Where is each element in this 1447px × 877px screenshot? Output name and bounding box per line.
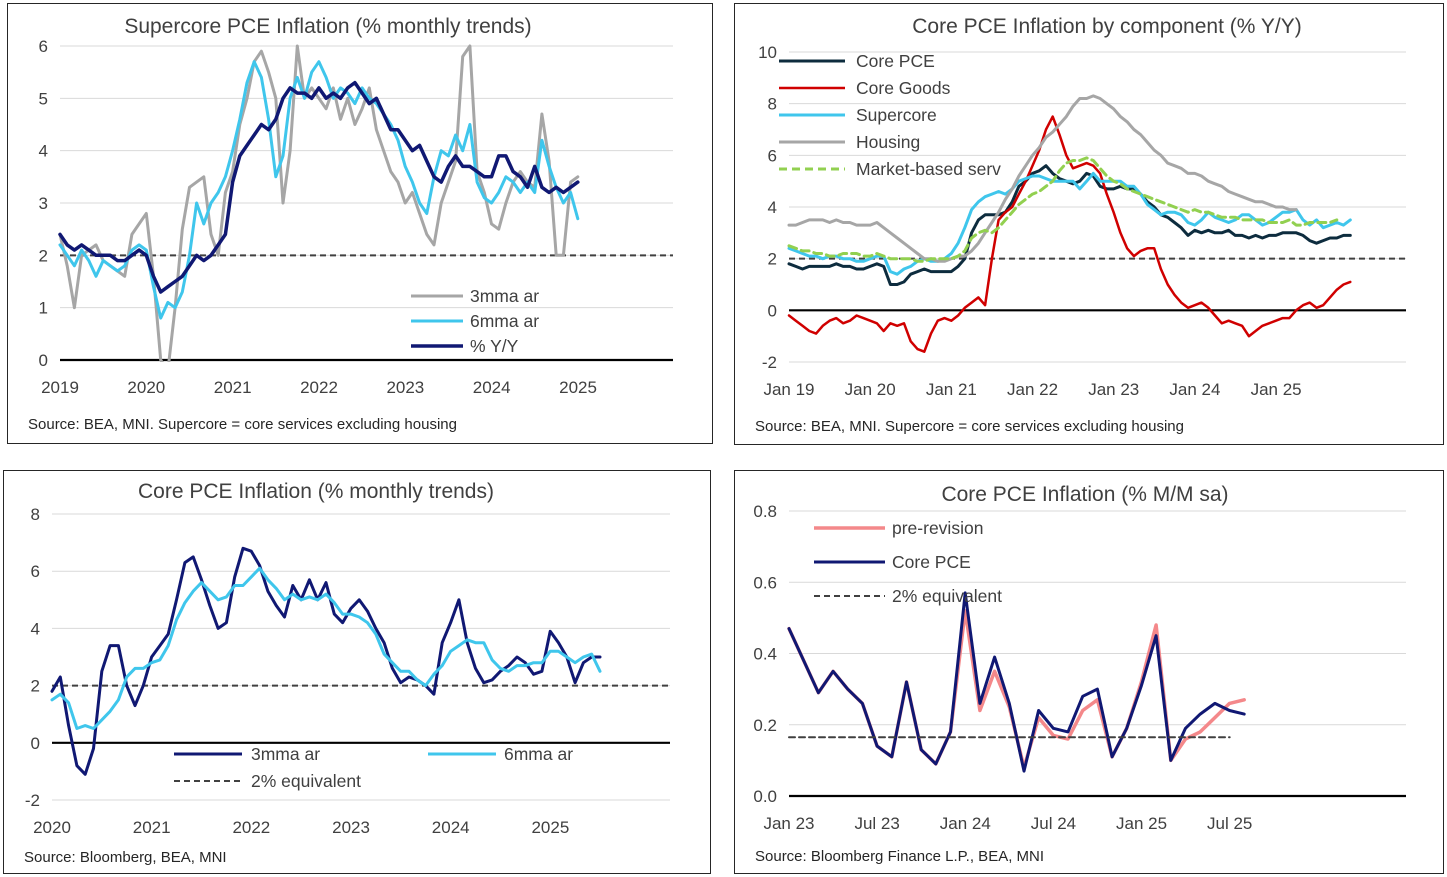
- legend-label-supercore: Supercore: [856, 105, 937, 125]
- series-line-y-y: [58, 80, 580, 294]
- series-line-market-based-serv: [787, 156, 1339, 263]
- chart-title: Core PCE Inflation (% monthly trends): [138, 480, 494, 503]
- legend-label-2pct: 2% equivalent: [892, 586, 1002, 606]
- x-tick-label: 2025: [559, 378, 597, 397]
- mm-chart-panel: Core PCE Inflation (% M/M sa) 0.0 0.2 0.4 0…: [734, 470, 1444, 874]
- legend-label-yy: % Y/Y: [470, 336, 519, 356]
- y-tick-label: 0: [39, 351, 48, 370]
- y-tick-label: 0.4: [753, 645, 777, 664]
- x-tick-label: Jan 20: [845, 380, 896, 399]
- chart-title: Core PCE Inflation by component (% Y/Y): [912, 15, 1301, 38]
- x-tick-label: 2020: [33, 818, 71, 837]
- y-tick-label: 3: [39, 194, 48, 213]
- components-chart-panel: Core PCE Inflation by component (% Y/Y) …: [734, 3, 1444, 445]
- legend-label-core-pce: Core PCE: [892, 552, 971, 572]
- series-line-3mma-ar: [58, 44, 580, 362]
- x-tick-label: 2019: [41, 378, 79, 397]
- series-line-6mma-ar: [58, 60, 580, 320]
- x-tick-label: 2021: [214, 378, 252, 397]
- y-tick-label: 4: [31, 619, 40, 638]
- x-tick-label: Jan 25: [1116, 814, 1167, 833]
- legend-label-market-based: Market-based serv: [856, 159, 1001, 179]
- x-tick-label: Jan 25: [1251, 380, 1302, 399]
- y-tick-label: 0: [31, 734, 40, 753]
- y-tick-label: 4: [768, 198, 777, 217]
- series-line-core-pce: [787, 591, 1246, 773]
- series-line-3mma-ar: [50, 546, 602, 776]
- y-tick-label: 1: [39, 299, 48, 318]
- y-tick-label: 2: [31, 677, 40, 696]
- y-tick-label: 0: [768, 301, 777, 320]
- series-line-housing: [787, 94, 1298, 263]
- y-tick-label: 2: [768, 250, 777, 269]
- y-tick-label: 0.0: [753, 787, 777, 806]
- x-tick-label: 2024: [432, 818, 470, 837]
- legend-label-3mma: 3mma ar: [470, 286, 539, 306]
- y-tick-label: 6: [768, 146, 777, 165]
- x-tick-label: 2021: [133, 818, 171, 837]
- x-tick-label: Jul 23: [854, 814, 899, 833]
- monthly-trends-chart: Core PCE Inflation (% monthly trends) -2…: [24, 480, 670, 866]
- y-tick-label: -2: [25, 791, 40, 810]
- x-tick-label: 2023: [332, 818, 370, 837]
- source-note: Source: BEA, MNI. Supercore = core servi…: [28, 416, 457, 433]
- x-tick-label: Jan 23: [763, 814, 814, 833]
- x-tick-label: 2025: [531, 818, 569, 837]
- chart-title: Supercore PCE Inflation (% monthly trend…: [124, 15, 531, 38]
- source-note: Source: Bloomberg Finance L.P., BEA, MNI: [755, 848, 1044, 865]
- y-tick-label: 4: [39, 142, 48, 161]
- series-line-6mma-ar: [50, 566, 602, 730]
- x-tick-label: 2024: [473, 378, 511, 397]
- x-tick-label: 2020: [127, 378, 165, 397]
- legend: Core PCE Core Goods Supercore Housing Ma…: [779, 51, 1001, 179]
- x-tick-label: Jan 19: [763, 380, 814, 399]
- y-tick-label: 0.8: [753, 502, 777, 521]
- legend-label-2pct: 2% equivalent: [251, 771, 361, 791]
- supercore-chart-panel: Supercore PCE Inflation (% monthly trend…: [7, 3, 713, 444]
- legend-label-core-goods: Core Goods: [856, 78, 951, 98]
- legend-label-3mma: 3mma ar: [251, 744, 320, 764]
- x-tick-label: 2023: [386, 378, 424, 397]
- chart-title: Core PCE Inflation (% M/M sa): [941, 483, 1228, 506]
- y-tick-label: -2: [762, 353, 777, 372]
- y-tick-label: 10: [758, 43, 777, 62]
- x-tick-label: Jan 24: [940, 814, 991, 833]
- y-tick-label: 6: [31, 562, 40, 581]
- y-tick-label: 5: [39, 89, 48, 108]
- x-tick-label: Jul 24: [1031, 814, 1076, 833]
- x-tick-label: 2022: [232, 818, 270, 837]
- x-tick-label: Jan 23: [1088, 380, 1139, 399]
- y-tick-label: 0.6: [753, 573, 777, 592]
- y-tick-label: 8: [31, 505, 40, 524]
- y-tick-label: 8: [768, 95, 777, 114]
- y-tick-label: 0.2: [753, 716, 777, 735]
- x-tick-label: Jul 25: [1207, 814, 1252, 833]
- legend: 3mma ar 6mma ar % Y/Y: [411, 286, 539, 356]
- legend-label-6mma: 6mma ar: [470, 311, 539, 331]
- x-tick-label: 2022: [300, 378, 338, 397]
- supercore-chart: Supercore PCE Inflation (% monthly trend…: [28, 15, 673, 433]
- y-tick-label: 6: [39, 37, 48, 56]
- source-note: Source: BEA, MNI. Supercore = core servi…: [755, 418, 1184, 435]
- monthly-trends-chart-panel: Core PCE Inflation (% monthly trends) -2…: [3, 470, 711, 874]
- components-chart: Core PCE Inflation by component (% Y/Y) …: [755, 15, 1406, 435]
- legend: 3mma ar 6mma ar 2% equivalent: [174, 744, 573, 791]
- y-tick-label: 2: [39, 246, 48, 265]
- legend-label-core-pce: Core PCE: [856, 51, 935, 71]
- x-tick-label: Jan 24: [1169, 380, 1220, 399]
- legend: pre-revision Core PCE 2% equivalent: [814, 518, 1002, 606]
- mm-chart: Core PCE Inflation (% M/M sa) 0.0 0.2 0.4 0…: [753, 483, 1406, 865]
- x-tick-label: Jan 21: [926, 380, 977, 399]
- legend-label-6mma: 6mma ar: [504, 744, 573, 764]
- source-note: Source: Bloomberg, BEA, MNI: [24, 849, 227, 866]
- legend-label-housing: Housing: [856, 132, 920, 152]
- x-tick-label: Jan 22: [1007, 380, 1058, 399]
- legend-label-pre-revision: pre-revision: [892, 518, 983, 538]
